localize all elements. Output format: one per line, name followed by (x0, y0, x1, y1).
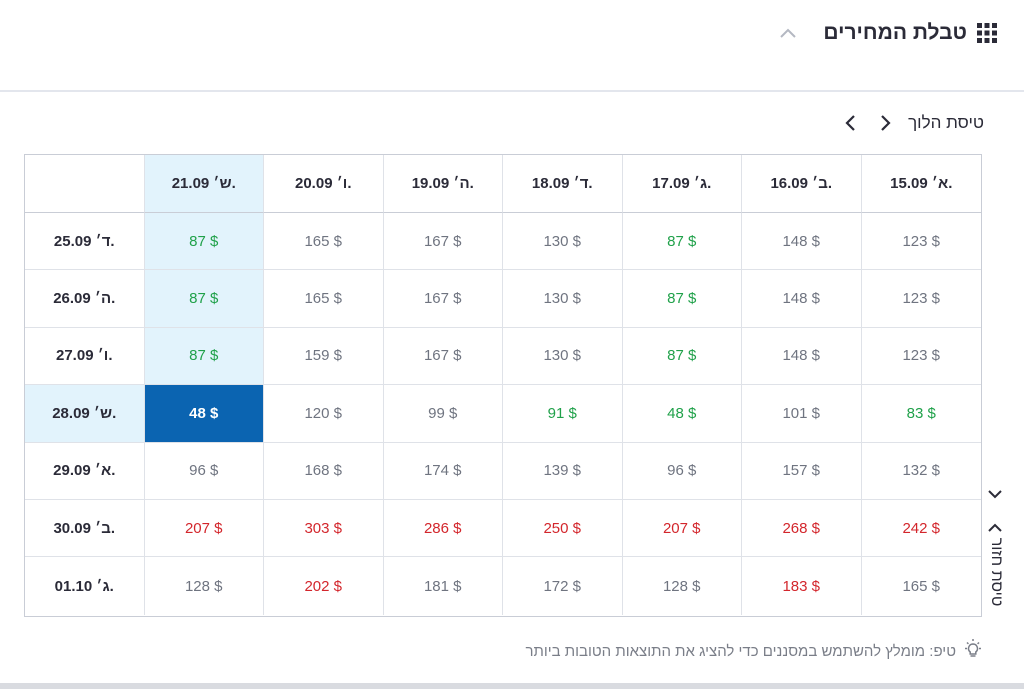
price-cell[interactable]: 157 $ (742, 442, 862, 500)
price-cell[interactable]: 139 $ (503, 442, 623, 500)
price-cell[interactable]: 123 $ (861, 213, 981, 271)
price-cell[interactable]: 242 $ (861, 500, 981, 558)
prev-dates-button[interactable] (840, 110, 862, 136)
title-group: טבלת המחירים (775, 20, 999, 46)
outbound-date-header[interactable]: ה׳ 19.09. (383, 155, 503, 213)
price-cell[interactable]: 303 $ (264, 500, 384, 558)
outbound-nav: טיסת הלוך (840, 110, 984, 136)
price-cell[interactable]: 167 $ (383, 327, 503, 386)
return-date-header[interactable]: ו׳ 27.09. (25, 327, 145, 386)
outbound-date-header[interactable]: ו׳ 20.09. (264, 155, 384, 213)
price-cell[interactable]: 101 $ (742, 385, 862, 443)
price-cell[interactable]: 268 $ (742, 500, 862, 558)
price-cell[interactable]: 96 $ (144, 442, 264, 500)
price-table: א׳ 15.09. ב׳ 16.09. ג׳ 17.09. ד׳ 18.09. ה׳ 1… (24, 154, 982, 617)
price-cell[interactable]: 87 $ (144, 213, 264, 271)
price-cell[interactable]: 148 $ (742, 270, 862, 328)
return-label: טיסת חזור (988, 537, 1005, 607)
outbound-date-header[interactable]: ש׳ 21.09. (144, 155, 264, 213)
price-cell[interactable]: 132 $ (861, 443, 981, 500)
price-cell[interactable]: 167 $ (383, 213, 503, 271)
collapse-button[interactable] (775, 20, 801, 46)
return-date-header[interactable]: ב׳ 30.09. (25, 500, 145, 558)
price-cell[interactable]: 48 $ (622, 385, 742, 443)
grid-icon (975, 22, 999, 44)
return-next-button[interactable] (985, 484, 1005, 504)
price-cell[interactable]: 250 $ (503, 500, 623, 558)
chevron-up-icon (988, 523, 1002, 532)
price-cell[interactable]: 128 $ (145, 557, 264, 615)
price-cell[interactable]: 165 $ (264, 270, 384, 328)
price-cell[interactable]: 183 $ (742, 557, 862, 615)
tip-text: טיפ: מומלץ להשתמש במסננים כדי להציג את ה… (525, 642, 956, 660)
price-cell[interactable]: 165 $ (264, 213, 384, 271)
price-cell[interactable]: 87 $ (144, 270, 264, 328)
outbound-date-header[interactable]: ב׳ 16.09. (742, 155, 862, 213)
price-cell[interactable]: 202 $ (264, 557, 384, 615)
outbound-date-header[interactable]: א׳ 15.09. (861, 155, 981, 213)
bottom-divider (0, 683, 1024, 689)
chevron-down-icon (988, 490, 1002, 499)
price-cell[interactable]: 207 $ (144, 500, 264, 558)
return-nav: טיסת חזור (985, 484, 1005, 624)
return-prev-button[interactable] (985, 518, 1005, 538)
price-cell[interactable]: 83 $ (861, 385, 981, 443)
outbound-date-header[interactable]: ד׳ 18.09. (503, 155, 623, 213)
price-cell[interactable]: 130 $ (503, 270, 623, 328)
price-cell[interactable]: 174 $ (383, 442, 503, 500)
price-cell[interactable]: 87 $ (144, 327, 264, 386)
price-cell[interactable]: 286 $ (383, 500, 503, 558)
lightbulb-icon (962, 638, 984, 665)
price-cell[interactable]: 123 $ (861, 270, 981, 328)
price-cell[interactable]: 87 $ (622, 270, 742, 328)
price-cell[interactable]: 99 $ (383, 385, 503, 443)
price-cell[interactable]: 159 $ (264, 327, 384, 386)
return-date-header[interactable]: ש׳ 28.09. (25, 385, 145, 443)
page-title: טבלת המחירים (823, 21, 967, 44)
price-cell[interactable]: 130 $ (503, 327, 623, 386)
chevron-right-icon (881, 115, 891, 131)
return-date-header[interactable]: א׳ 29.09. (25, 442, 145, 500)
chevron-up-icon (780, 28, 797, 38)
price-cell[interactable]: 130 $ (503, 213, 623, 271)
return-date-header[interactable]: ה׳ 26.09. (25, 270, 145, 328)
price-cell[interactable]: 168 $ (264, 442, 384, 500)
return-date-header[interactable]: ד׳ 25.09. (25, 213, 145, 271)
price-cell[interactable]: 148 $ (742, 213, 862, 271)
price-cell[interactable]: 123 $ (861, 328, 981, 386)
price-cell[interactable]: 120 $ (264, 385, 384, 443)
price-cell[interactable]: 207 $ (622, 500, 742, 558)
price-cell[interactable]: 128 $ (623, 557, 742, 615)
tip: טיפ: מומלץ להשתמש במסננים כדי להציג את ה… (525, 638, 984, 665)
return-date-header[interactable]: ג׳ 01.10. (25, 557, 145, 615)
corner-cell (25, 155, 145, 213)
price-table-header: טבלת המחירים (0, 0, 1024, 92)
price-cell[interactable]: 96 $ (622, 442, 742, 500)
outbound-label: טיסת הלוך (908, 113, 984, 132)
price-cell[interactable]: 87 $ (622, 213, 742, 271)
price-cell[interactable]: 48 $ (144, 385, 264, 443)
chevron-left-icon (845, 115, 855, 131)
price-cell[interactable]: 181 $ (384, 557, 503, 615)
price-cell[interactable]: 91 $ (503, 385, 623, 443)
next-dates-button[interactable] (874, 110, 896, 136)
price-cell[interactable]: 172 $ (503, 557, 623, 615)
outbound-date-header[interactable]: ג׳ 17.09. (622, 155, 742, 213)
price-cell[interactable]: 148 $ (742, 327, 862, 386)
price-cell[interactable]: 167 $ (383, 270, 503, 328)
price-cell[interactable]: 165 $ (902, 577, 941, 595)
price-cell[interactable]: 87 $ (622, 327, 742, 386)
